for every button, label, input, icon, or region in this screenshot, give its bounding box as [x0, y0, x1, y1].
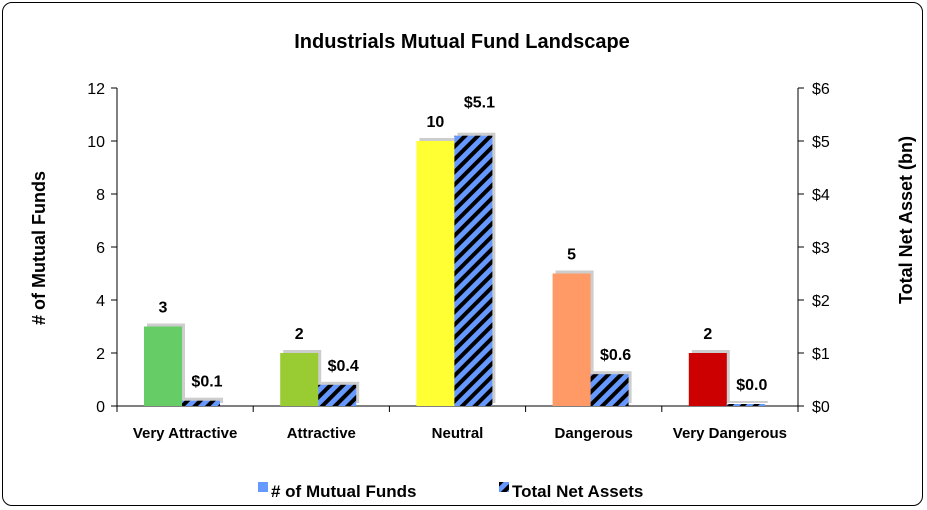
assets-data-label: $0.6 [600, 347, 631, 364]
y-right-tick-label: $1 [812, 346, 830, 363]
assets-bar [454, 135, 493, 406]
y-axis-left-label: # of Mutual Funds [29, 171, 49, 325]
y-left-tick-label: 8 [96, 187, 105, 204]
y-left-tick-label: 0 [96, 399, 105, 416]
assets-bar [318, 384, 357, 406]
y-right-tick-label: $3 [812, 240, 830, 257]
funds-data-label: 3 [159, 300, 168, 317]
bar-shadow [729, 401, 768, 403]
chart-title: Industrials Mutual Fund Landscape [294, 31, 630, 53]
x-category-label: Neutral [432, 425, 484, 442]
funds-bar [280, 353, 319, 406]
assets-bar [726, 404, 765, 406]
x-category-label: Very Attractive [133, 425, 238, 442]
bars [144, 132, 768, 406]
y-right-tick-label: $0 [812, 399, 830, 416]
y-right-tick-label: $6 [812, 81, 830, 98]
legend-label-funds: # of Mutual Funds [271, 482, 416, 501]
assets-bar [590, 374, 629, 406]
funds-bar [144, 326, 182, 406]
axes: 0 2 4 6 8 10 12 $0 $1 $2 $3 $4 $5 $6 Very Attractive At… [87, 81, 830, 442]
assets-data-label: $0.1 [191, 374, 222, 391]
x-category-label: Attractive [287, 425, 356, 442]
legend: # of Mutual Funds Total Net Assets [258, 482, 643, 501]
y-left-tick-label: 12 [87, 81, 105, 98]
y-right-tick-label: $4 [812, 187, 830, 204]
y-left-tick-label: 2 [96, 346, 105, 363]
x-category-label: Dangerous [555, 425, 633, 442]
assets-data-label: $5.1 [464, 95, 495, 112]
y-left-tick-label: 6 [96, 240, 105, 257]
legend-swatch-assets [499, 482, 509, 492]
assets-bar [182, 400, 220, 406]
assets-data-label: $0.0 [736, 377, 767, 394]
y-axis-right-label: Total Net Asset (bn) [896, 136, 916, 304]
legend-label-assets: Total Net Assets [512, 482, 643, 501]
funds-bar [688, 353, 727, 406]
funds-bar [552, 273, 591, 406]
funds-data-label: 2 [295, 326, 304, 343]
data-labels: 3 $0.1 2 $0.4 10 $5.1 5 $0.6 2 $0.0 [159, 95, 768, 394]
bar-shadow [185, 397, 223, 403]
y-left-tick-label: 10 [87, 134, 105, 151]
funds-data-label: 10 [427, 114, 445, 131]
y-right-tick-label: $2 [812, 293, 830, 310]
funds-bar [416, 141, 455, 406]
funds-data-label: 2 [703, 326, 712, 343]
assets-data-label: $0.4 [328, 358, 359, 375]
y-left-tick-label: 4 [96, 293, 105, 310]
x-category-label: Very Dangerous [673, 425, 787, 442]
legend-swatch-funds [258, 482, 268, 492]
y-right-tick-label: $5 [812, 134, 830, 151]
funds-data-label: 5 [567, 247, 576, 264]
